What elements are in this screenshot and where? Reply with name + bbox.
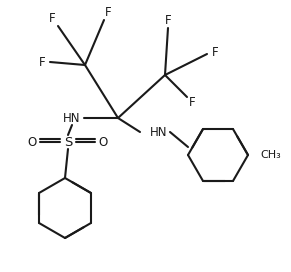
Text: F: F [189,95,195,109]
Text: HN: HN [150,125,168,138]
Text: O: O [27,135,37,149]
Text: O: O [98,135,108,149]
Text: S: S [64,135,72,149]
Text: F: F [165,14,171,26]
Text: F: F [105,5,111,18]
Text: HN: HN [63,112,81,125]
Text: F: F [49,11,55,24]
Text: CH₃: CH₃ [260,150,281,160]
Text: F: F [212,45,218,58]
Text: F: F [39,55,45,69]
